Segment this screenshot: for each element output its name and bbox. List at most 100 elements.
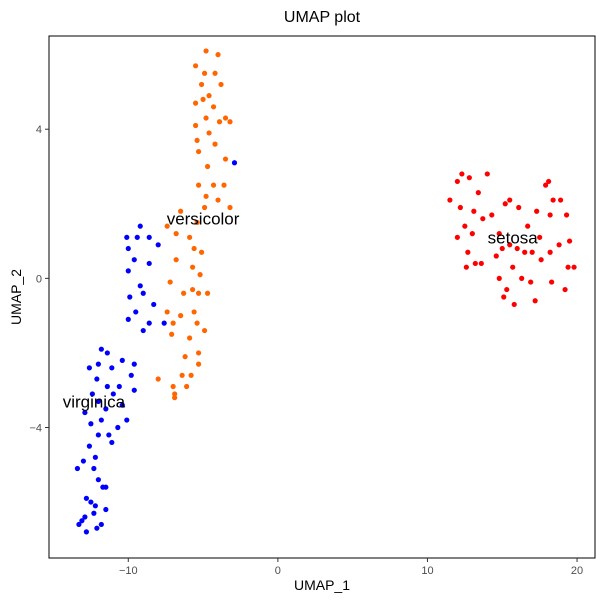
setosa-point [507,197,513,203]
virginica-point [98,346,104,352]
virginica-point [128,372,134,378]
versicolor-point [221,182,227,188]
versicolor-point [173,231,179,237]
virginica-point [82,409,88,416]
setosa-point [563,212,570,218]
virginica-point [146,234,152,240]
virginica-point [151,301,157,308]
versicolor-point [206,130,212,136]
setosa-point [529,249,535,255]
versicolor-point [173,257,179,263]
versicolor-point [227,204,233,211]
setosa-point [549,279,555,285]
setosa-point [557,197,564,203]
versicolor-point [203,193,209,199]
setosa-point [499,245,505,252]
versicolor-point [192,63,199,69]
virginica-point [131,361,137,367]
y-tick-label: −4 [29,423,42,435]
versicolor-point [206,93,212,99]
y-axis: −4 0 4 [29,124,49,435]
virginica-point [88,499,94,505]
virginica-point [134,234,140,240]
versicolor-point [218,81,224,88]
versicolor-point [197,272,203,278]
versicolor-point [169,331,175,337]
virginica-point [127,294,133,300]
virginica-point [119,402,125,408]
virginica-point [82,514,88,520]
setosa-point [556,242,562,248]
virginica-point [98,521,104,528]
virginica-point [104,350,110,356]
setosa-point [507,242,513,248]
versicolor-point [201,70,208,76]
versicolor-point [210,182,217,188]
versicolor-point [215,197,221,203]
setosa-point [534,208,540,214]
versicolor-point [192,122,199,129]
versicolor-point [172,391,178,397]
virginica-point [131,257,137,263]
virginica-point [119,357,125,363]
series-virginica [74,160,238,535]
virginica-point [109,365,115,371]
virginica-point [74,465,81,472]
setosa-point [472,260,478,267]
setosa-point [469,231,475,237]
versicolor-point [201,327,208,334]
setosa-point [496,231,502,237]
setosa-point [463,264,469,270]
setosa-point [537,234,543,240]
virginica-point [131,387,137,393]
versicolor-point [164,223,170,229]
setosa-point [546,178,552,185]
setosa-point [547,249,553,255]
virginica-point [98,417,104,423]
versicolor-point [204,163,211,170]
setosa-point [496,275,502,281]
cluster-label-virginica: virginica [63,392,126,411]
versicolor-point [191,245,197,252]
versicolor-point [191,309,197,315]
versicolor-point [194,219,200,226]
versicolor-point [201,204,208,211]
chart-title: UMAP plot [284,9,361,26]
virginica-point [104,383,110,390]
versicolor-point [194,137,200,143]
plot-panel-border [48,35,596,559]
setosa-point [516,204,522,211]
setosa-point [484,171,490,177]
versicolor-point [188,372,194,378]
versicolor-point [155,376,161,382]
versicolor-point [204,290,211,296]
setosa-point [562,286,568,293]
versicolor-point [184,383,190,390]
x-axis: −10 0 10 20 [119,558,583,577]
series-versicolor [155,48,233,401]
cluster-labels: versicolor setosa virginica [63,210,539,412]
versicolor-point [198,81,205,88]
setosa-point [459,171,465,177]
virginica-point [140,327,146,334]
virginica-point [124,417,130,423]
versicolor-point [170,320,176,326]
virginica-point [140,290,146,296]
virginica-point [106,432,112,438]
virginica-point [109,439,115,446]
y-tick-label: 0 [36,273,42,285]
versicolor-point [212,70,218,76]
virginica-point [103,506,109,513]
setosa-point [478,260,484,267]
virginica-point [125,268,131,274]
series-setosa [447,171,577,308]
setosa-point [489,212,495,218]
versicolor-point [216,119,223,125]
virginica-point [95,398,101,404]
versicolor-point [181,290,187,296]
setosa-point [454,178,460,185]
virginica-point [124,234,130,240]
virginica-point [88,421,94,427]
cluster-label-setosa: setosa [488,228,539,247]
